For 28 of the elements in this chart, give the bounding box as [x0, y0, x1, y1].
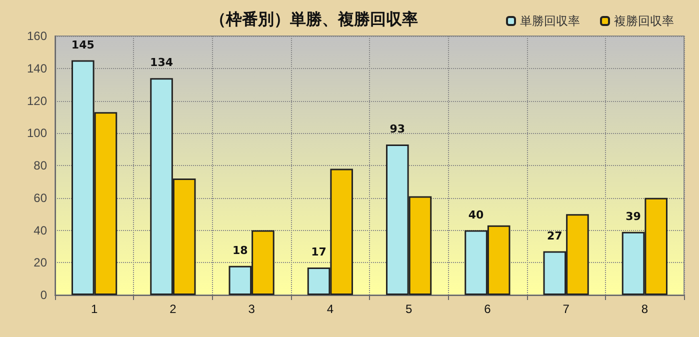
data-label: 39 [626, 210, 641, 223]
y-tick-label: 160 [26, 29, 48, 43]
legend-label: 複勝回収率 [614, 14, 674, 28]
y-tick-label: 60 [34, 190, 48, 205]
data-label: 18 [232, 244, 248, 257]
data-label: 27 [547, 229, 562, 242]
x-tick-label: 3 [248, 302, 256, 316]
x-tick-label: 2 [170, 302, 177, 316]
data-label: 40 [468, 208, 484, 222]
x-tick-label: 4 [326, 302, 334, 316]
data-label: 17 [311, 245, 326, 258]
x-tick-label: 8 [641, 302, 648, 316]
chart-title: （枠番別）単勝、複勝回収率 [210, 10, 418, 28]
y-tick-label: 80 [34, 158, 48, 172]
data-label: 134 [150, 56, 174, 70]
data-label: 93 [390, 122, 406, 136]
x-tick-label: 6 [484, 302, 492, 316]
y-tick-label: 100 [26, 126, 48, 140]
data-label: 145 [71, 38, 94, 52]
x-tick-label: 7 [562, 302, 570, 316]
x-tick-label: 1 [90, 302, 98, 316]
y-tick-label: 120 [26, 94, 48, 108]
y-tick-label: 140 [26, 61, 48, 76]
legend-label: 単勝回収率 [520, 14, 580, 28]
y-tick-label: 0 [40, 288, 48, 302]
x-tick-label: 5 [405, 302, 412, 316]
y-tick-label: 40 [34, 223, 48, 238]
y-tick-label: 20 [34, 256, 48, 270]
